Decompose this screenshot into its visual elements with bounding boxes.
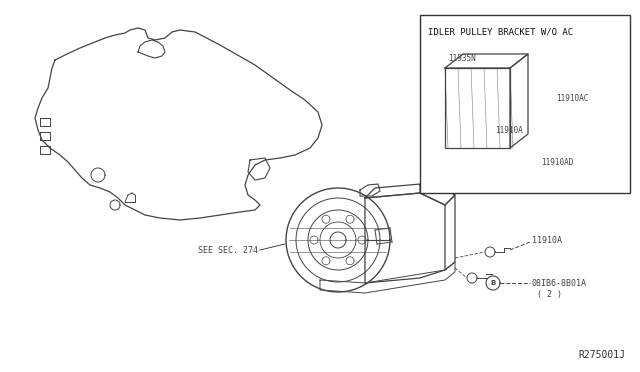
Text: 11935N: 11935N xyxy=(448,54,476,63)
Text: 11910A: 11910A xyxy=(532,235,562,244)
Text: 11910AC: 11910AC xyxy=(556,93,588,103)
Text: B: B xyxy=(490,280,495,286)
Text: R275001J: R275001J xyxy=(578,350,625,360)
Text: IDLER PULLEY BRACKET W/O AC: IDLER PULLEY BRACKET W/O AC xyxy=(428,27,573,36)
Text: 11910AD: 11910AD xyxy=(541,157,573,167)
Text: ( 2 ): ( 2 ) xyxy=(537,291,562,299)
Text: SEE SEC. 274: SEE SEC. 274 xyxy=(198,246,258,254)
Text: 11910A: 11910A xyxy=(495,125,523,135)
Text: 08IB6-8B01A: 08IB6-8B01A xyxy=(532,279,587,288)
Bar xyxy=(420,15,630,193)
